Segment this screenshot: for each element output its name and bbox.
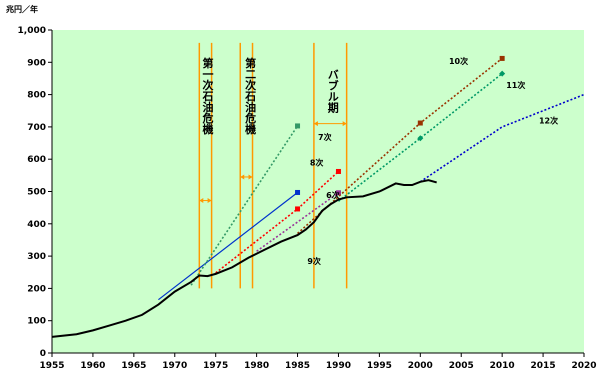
x-tick-label: 1960 xyxy=(80,361,105,371)
x-tick-label: 1995 xyxy=(367,361,392,371)
y-tick-label: 1,000 xyxy=(18,26,46,36)
x-tick-label: 2020 xyxy=(571,361,596,371)
y-tick-label: 800 xyxy=(27,91,46,101)
period-arrow-head-left xyxy=(199,198,204,204)
projection-marker xyxy=(335,168,341,174)
x-tick-label: 1980 xyxy=(244,361,269,371)
period-arrow-head-left xyxy=(313,121,318,127)
x-tick-label: 1970 xyxy=(162,361,187,371)
x-tick-label: 1990 xyxy=(326,361,351,371)
plot-area xyxy=(52,30,584,353)
series-label-5: 10次 xyxy=(449,56,468,66)
series-label-1: 6次 xyxy=(326,190,340,200)
actual-line xyxy=(51,179,437,338)
x-tick-label: 1955 xyxy=(39,361,64,371)
y-tick-label: 400 xyxy=(27,220,46,230)
x-tick-label: 2005 xyxy=(449,361,474,371)
period-arrow-head-right xyxy=(207,198,212,204)
projection-line-7 xyxy=(419,93,585,183)
projection-line-6 xyxy=(337,72,503,202)
y-tick-label: 700 xyxy=(27,123,46,133)
period-annotation-label: バブル期 xyxy=(326,68,339,113)
projection-marker xyxy=(335,190,341,196)
x-tick-label: 2010 xyxy=(490,361,515,371)
period-arrow-head-left xyxy=(240,174,245,180)
period-annotation-label: 第一次石油危機 xyxy=(201,56,215,135)
series-label-3: 8次 xyxy=(310,158,324,168)
projection-marker xyxy=(499,55,505,61)
x-tick-label: 1965 xyxy=(121,361,146,371)
y-tick-label: 0 xyxy=(40,349,46,359)
y-tick-label: 100 xyxy=(27,317,46,327)
y-tick-label: 200 xyxy=(27,284,46,294)
projection-marker xyxy=(417,120,423,126)
period-arrow-head-right xyxy=(342,121,347,127)
projection-marker xyxy=(295,206,301,212)
projection-marker xyxy=(295,189,301,195)
series-label-7: 12次 xyxy=(539,116,558,126)
y-tick-label: 600 xyxy=(27,155,46,165)
x-tick-label: 1975 xyxy=(203,361,228,371)
projection-line-4 xyxy=(256,192,339,252)
x-tick-label: 2000 xyxy=(408,361,433,371)
x-tick-label: 2015 xyxy=(531,361,556,371)
projection-marker xyxy=(499,70,506,77)
x-tick-label: 1985 xyxy=(285,361,310,371)
projection-marker xyxy=(417,135,424,142)
y-tick-label: 300 xyxy=(27,252,46,262)
series-label-6: 11次 xyxy=(506,80,525,90)
period-arrow-head-right xyxy=(248,174,253,180)
y-axis-unit: 兆円／年 xyxy=(6,4,38,14)
series-label-4: 9次 xyxy=(307,256,321,266)
series-label-2: 7次 xyxy=(318,132,332,142)
projection-line-1 xyxy=(158,191,298,301)
y-tick-label: 900 xyxy=(27,58,46,68)
projection-marker xyxy=(295,123,301,129)
projection-line-3 xyxy=(215,170,340,274)
period-annotation-label: 第二次石油危機 xyxy=(244,56,258,135)
y-tick-label: 500 xyxy=(27,188,46,198)
